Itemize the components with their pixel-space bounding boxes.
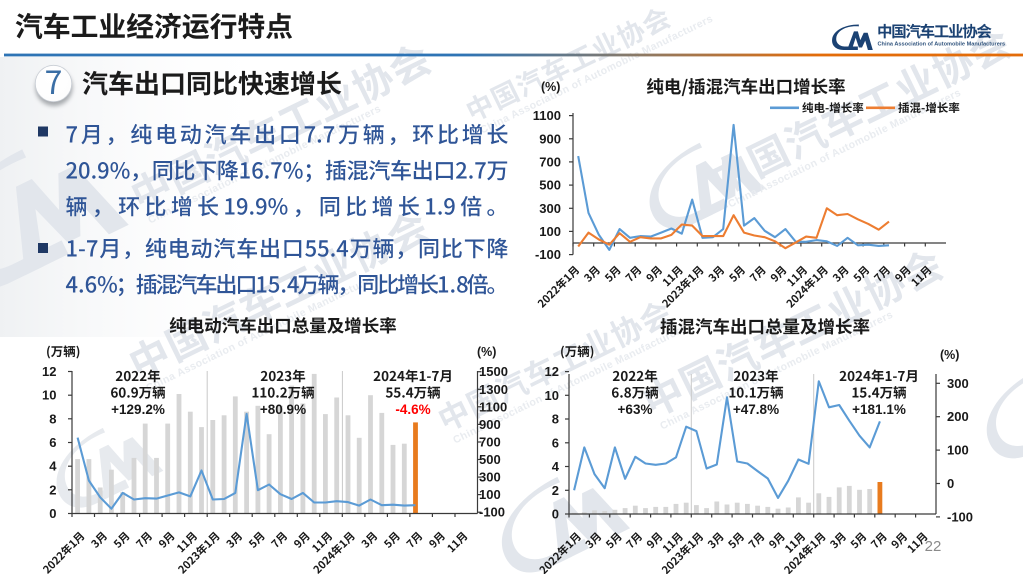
svg-text:500: 500 [479, 452, 501, 467]
svg-text:-4.6%: -4.6% [395, 402, 430, 417]
svg-text:0: 0 [552, 507, 559, 522]
svg-text:4: 4 [49, 459, 57, 474]
svg-text:12: 12 [42, 364, 56, 379]
svg-text:10: 10 [42, 388, 56, 403]
svg-text:200: 200 [947, 409, 969, 424]
svg-text:(%): (%) [541, 80, 560, 94]
svg-text:300: 300 [479, 470, 501, 485]
svg-text:2: 2 [552, 483, 559, 498]
svg-text:10: 10 [545, 388, 559, 403]
svg-text:-100: -100 [479, 505, 505, 520]
svg-text:-100: -100 [535, 247, 561, 262]
svg-text:100: 100 [947, 443, 969, 458]
svg-text:4: 4 [552, 459, 560, 474]
svg-text:6: 6 [552, 435, 559, 450]
svg-text:8: 8 [552, 412, 559, 427]
svg-text:700: 700 [539, 154, 561, 169]
svg-text:2: 2 [49, 482, 56, 497]
svg-text:8: 8 [49, 411, 56, 426]
svg-text:12: 12 [545, 364, 559, 379]
svg-text:-100: -100 [947, 509, 973, 524]
svg-text:22: 22 [925, 538, 942, 555]
svg-text:300: 300 [539, 201, 561, 216]
svg-text:500: 500 [539, 178, 561, 193]
svg-text:1300: 1300 [479, 382, 508, 397]
svg-text:700: 700 [479, 434, 501, 449]
svg-text:1100: 1100 [479, 399, 507, 414]
svg-text:China Association of Automobil: China Association of Automobile Manufact… [878, 42, 1006, 48]
svg-text:900: 900 [539, 131, 561, 146]
svg-text:300: 300 [947, 376, 969, 391]
svg-text:100: 100 [539, 224, 561, 239]
svg-text:100: 100 [479, 487, 501, 502]
svg-text:0: 0 [947, 476, 954, 491]
svg-text:1100: 1100 [533, 108, 561, 123]
svg-text:(%): (%) [477, 345, 496, 359]
svg-text:1500: 1500 [479, 364, 508, 379]
svg-text:900: 900 [479, 417, 501, 432]
svg-text:+47.8%: +47.8% [733, 402, 779, 417]
svg-text:(%): (%) [940, 348, 959, 362]
svg-text:6: 6 [49, 435, 56, 450]
svg-text:+129.2%: +129.2% [111, 402, 165, 417]
svg-text:+181.1%: +181.1% [852, 402, 906, 417]
svg-text:0: 0 [49, 506, 56, 521]
svg-text:+80.9%: +80.9% [260, 402, 306, 417]
svg-text:+63%: +63% [618, 402, 653, 417]
